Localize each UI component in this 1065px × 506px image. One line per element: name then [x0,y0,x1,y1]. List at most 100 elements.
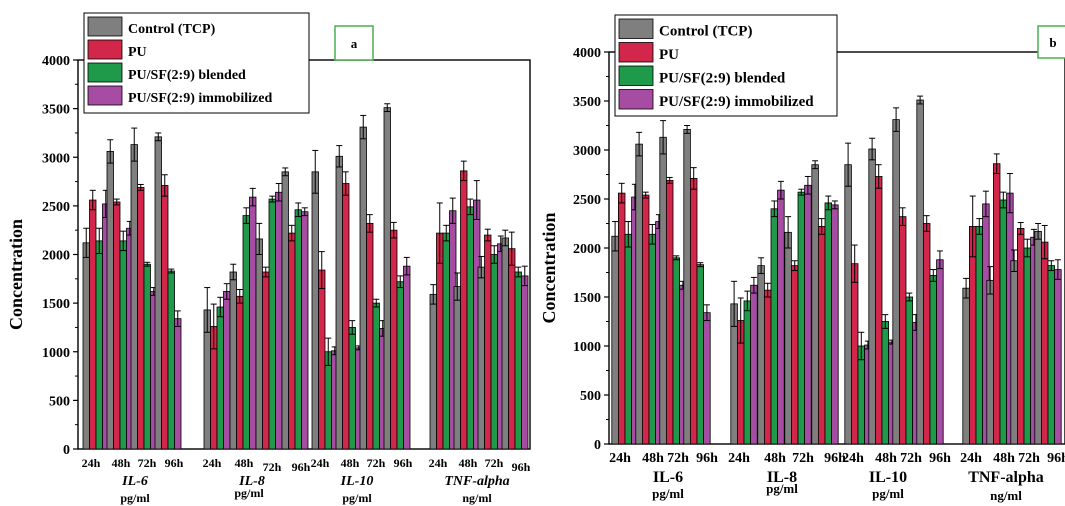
time-point-label: 48h [993,451,1015,466]
bar [831,204,839,445]
legend-swatch [87,16,123,37]
time-point-label: 72h [138,456,157,470]
bar [962,287,970,445]
chart-panel-a: 0 500 1000 1500 2000 2500 3000 3500 4000 Concentr… [0,0,532,506]
bar [174,318,182,450]
time-point-label: 24h [311,456,330,470]
time-point-label: 72h [792,451,814,466]
bar [844,164,852,445]
bar [968,226,977,445]
bar [82,242,90,450]
bar [167,270,175,450]
y-tick-label: 1500 [573,291,601,306]
legend-swatch [618,18,654,39]
bar [383,107,391,450]
bar [288,232,296,450]
bar [750,284,758,445]
unit-label: pg/ml [766,481,798,496]
time-point-label: 96h [165,456,184,470]
bar [359,126,367,450]
bar [683,129,691,445]
bar [255,238,263,450]
time-point-label: 72h [1018,451,1040,466]
bar [696,264,704,445]
group-label: IL-6 [653,469,683,486]
time-point-label: 48h [235,456,254,470]
bar [442,232,450,450]
time-point-label: 96h [929,451,951,466]
legend-entry: PU/SF(2:9) immobilized [128,91,272,106]
bar [611,235,619,445]
bar [1010,260,1018,445]
group-label: IL-10 [340,474,374,489]
legend-entry: PU/SF(2:9) blended [128,68,246,83]
bar [811,164,819,445]
bar [804,184,812,445]
bar [242,215,250,450]
y-tick-label: 500 [49,394,70,409]
y-tick-label: 3000 [42,151,70,166]
bar [784,231,792,445]
bar [113,201,121,450]
unit-label: pg/ml [234,486,264,500]
bar [106,151,114,450]
time-point-label: 96h [824,451,846,466]
bar [648,233,656,445]
bar [275,191,283,450]
unit-label: ng/ml [990,488,1022,503]
bar [874,176,883,445]
bar [892,119,900,445]
bar [301,211,309,450]
bar [881,321,889,445]
bar [922,223,931,445]
time-point-label: 72h [485,456,504,470]
bar [790,265,799,445]
bar [501,237,509,450]
bar [672,257,680,445]
y-tick-label: 3000 [573,144,601,159]
bar [460,170,468,450]
bar [484,234,492,450]
bar [857,345,865,445]
bar [249,196,257,450]
bar [223,291,231,450]
bar [318,269,326,450]
bar [999,199,1007,445]
bar [665,179,674,445]
bar [905,296,913,445]
time-point-label: 72h [367,456,386,470]
bar [1023,247,1031,445]
bar [936,259,944,445]
bar [986,279,994,445]
bar [824,202,832,445]
bar [797,191,805,445]
unit-label: pg/ml [872,486,904,501]
time-point-label: 48h [875,451,897,466]
bar [311,171,319,450]
bar [868,148,876,445]
bar [324,351,332,450]
y-tick-label: 4000 [573,46,601,61]
y-axis-label: Concentration [6,219,26,330]
bar [689,178,698,445]
bar [975,226,983,445]
group-label: TNF-alpha [444,474,509,489]
bar [929,275,937,445]
time-point-label: 24h [842,451,864,466]
time-point-label: 24h [960,451,982,466]
legend-entry: PU/SF(2:9) immobilized [659,94,814,110]
time-point-label: 48h [459,456,478,470]
bar [143,263,151,450]
bar [1054,269,1062,445]
panel-tag-box [334,25,374,61]
time-point-label: 24h [82,456,101,470]
bar [130,144,138,450]
group-label: IL-10 [869,469,907,486]
bar [743,300,751,445]
y-tick-label: 1000 [42,346,70,361]
bar [642,194,650,445]
unit-label: ng/ml [462,491,492,505]
bar [703,312,711,445]
time-point-label: 72h [263,460,282,474]
bar [236,295,244,450]
